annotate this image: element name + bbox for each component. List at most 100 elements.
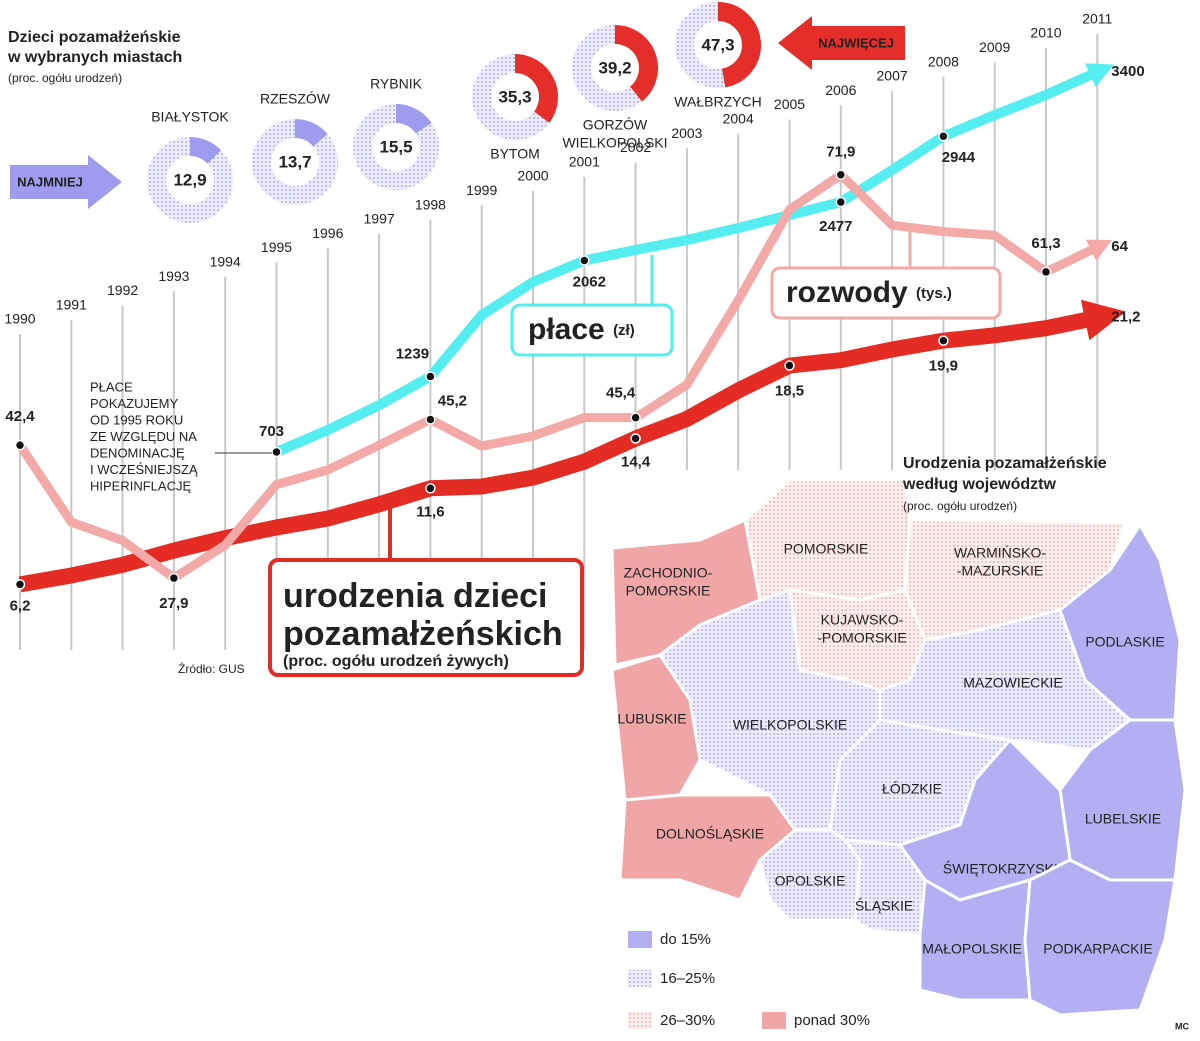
region-label: LUBUSKIE — [617, 711, 686, 727]
value-label: 45,2 — [438, 392, 467, 409]
value-label: 703 — [259, 423, 284, 440]
value-label: 45,4 — [606, 385, 636, 402]
legend-label: 26–30% — [660, 1012, 715, 1029]
year-label: 1990 — [4, 311, 35, 327]
series-line — [16, 170, 1113, 583]
series-unit: (tys.) — [916, 285, 952, 302]
series-unit: (proc. ogółu urodzeń żywych) — [283, 653, 509, 670]
year-label: 2002 — [620, 139, 651, 155]
annotation: POKAZUJEMY — [90, 396, 178, 411]
year-label: 2003 — [671, 125, 702, 141]
donut-title: w wybranych miastach — [7, 49, 182, 66]
donut-arc — [614, 25, 658, 102]
series-label-box — [510, 303, 674, 357]
series-name: pozamałżeńskich — [283, 615, 563, 653]
donut-value: 15,5 — [379, 137, 412, 156]
year-label: 2005 — [774, 96, 805, 112]
region-label: PODKARPACKIE — [1043, 941, 1152, 957]
year-label: 2011 — [1082, 10, 1112, 26]
region-label: -MAZURSKIE — [957, 563, 1043, 579]
point — [784, 360, 795, 371]
region-label: WARMIŃSKO- — [954, 545, 1046, 561]
year-label: 2006 — [825, 82, 856, 98]
region-label: ŚLĄSKIE — [855, 897, 913, 914]
donut-value: 12,9 — [173, 170, 206, 189]
series-name: urodzenia dzieci — [283, 577, 548, 615]
series-line — [18, 299, 1126, 593]
annotation: PŁACE — [90, 379, 133, 394]
annotation: I WCZEŚNIEJSZĄ — [90, 462, 198, 477]
donut-subtitle: (proc. ogółu urodzeń) — [8, 71, 122, 85]
region-label: ŚWIĘTOKRZYSKIE — [943, 860, 1067, 877]
value-label: 27,9 — [159, 595, 188, 612]
point — [835, 169, 847, 180]
city-label: GORZÓW — [583, 117, 648, 133]
donut-value: 35,3 — [498, 87, 531, 106]
city-label: WIELKOPOLSKI — [562, 135, 667, 151]
point — [938, 335, 949, 346]
map-title: Urodzenia pozamałżeńskie — [903, 455, 1107, 472]
year-label: 1998 — [415, 196, 446, 212]
point — [14, 439, 26, 451]
value-label: 2944 — [942, 149, 976, 166]
donut-arc — [189, 137, 222, 164]
annotation: ZE WZGLĘDU NA — [90, 429, 197, 444]
year-label: 1996 — [312, 225, 343, 241]
series-label-box — [770, 266, 1002, 320]
source: Źródło: GUS — [178, 661, 245, 676]
point — [630, 433, 641, 444]
year-label: 1997 — [364, 211, 395, 227]
city-label: WAŁBRZYCH — [674, 94, 761, 110]
value-label: 64 — [1111, 238, 1128, 255]
series-name-text: urodzenia dzieci — [283, 577, 548, 615]
region-label: POMORSKIE — [626, 583, 711, 599]
annotation: HIPERINFLACJĘ — [90, 478, 191, 493]
credit: MC — [1175, 1021, 1189, 1031]
year-label: 2004 — [723, 111, 754, 127]
city-label: BYTOM — [490, 146, 540, 162]
value-label: 3400 — [1111, 63, 1144, 80]
min-arrow — [10, 155, 122, 209]
year-label: 1995 — [261, 239, 292, 255]
year-label: 1999 — [466, 182, 497, 198]
point — [425, 483, 436, 494]
region-label: KUJAWSKO- — [821, 612, 904, 628]
point — [938, 130, 949, 142]
year-label: 1991 — [56, 296, 87, 312]
region-label: LUBELSKIE — [1085, 811, 1161, 827]
series-name-text: płace — [528, 313, 605, 346]
point — [14, 579, 26, 590]
annotation: DENOMINACJĘ — [90, 445, 185, 460]
city-label: RZESZÓW — [260, 91, 331, 107]
max-label: NAJWIĘCEJ — [818, 35, 894, 50]
region-label: POMORSKIE — [784, 541, 869, 557]
year-label: 2007 — [877, 68, 908, 84]
value-label: 2477 — [819, 218, 852, 235]
value-label: 71,9 — [826, 144, 855, 161]
max-arrow — [778, 16, 905, 70]
year-label: 2010 — [1030, 25, 1061, 41]
region-label: MAŁOPOLSKIE — [922, 941, 1022, 957]
legend-swatch — [628, 931, 652, 948]
donut-arc — [514, 54, 558, 123]
donut-value: 39,2 — [598, 58, 631, 77]
point — [168, 572, 180, 584]
point — [579, 255, 590, 266]
min-label: NAJMNIEJ — [17, 174, 83, 189]
series-name: płace (zł) — [528, 313, 635, 346]
value-label: 19,9 — [929, 358, 958, 375]
map-subtitle: (proc. ogółu urodzeń) — [903, 499, 1017, 513]
point — [835, 196, 847, 208]
donut-arc — [717, 2, 761, 88]
region — [1023, 858, 1177, 1017]
annotation: OD 1995 ROKU — [90, 412, 183, 427]
legend-label: ponad 30% — [794, 1012, 870, 1029]
donut-title: Dzieci pozamałżeńskie — [8, 29, 181, 46]
value-label: 14,4 — [621, 453, 651, 470]
value-label: 6,2 — [10, 597, 31, 614]
city-label: RYBNIK — [370, 76, 423, 92]
value-label: 11,6 — [416, 503, 444, 520]
value-label: 18,5 — [775, 383, 804, 400]
